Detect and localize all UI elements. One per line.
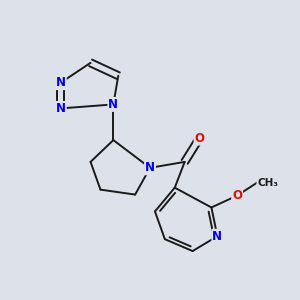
Text: N: N	[108, 98, 118, 111]
Text: N: N	[56, 76, 66, 89]
Text: O: O	[232, 189, 242, 202]
Text: N: N	[212, 230, 222, 243]
Text: O: O	[194, 132, 205, 145]
Text: N: N	[56, 102, 66, 115]
Text: CH₃: CH₃	[257, 178, 278, 188]
Text: N: N	[145, 161, 155, 174]
